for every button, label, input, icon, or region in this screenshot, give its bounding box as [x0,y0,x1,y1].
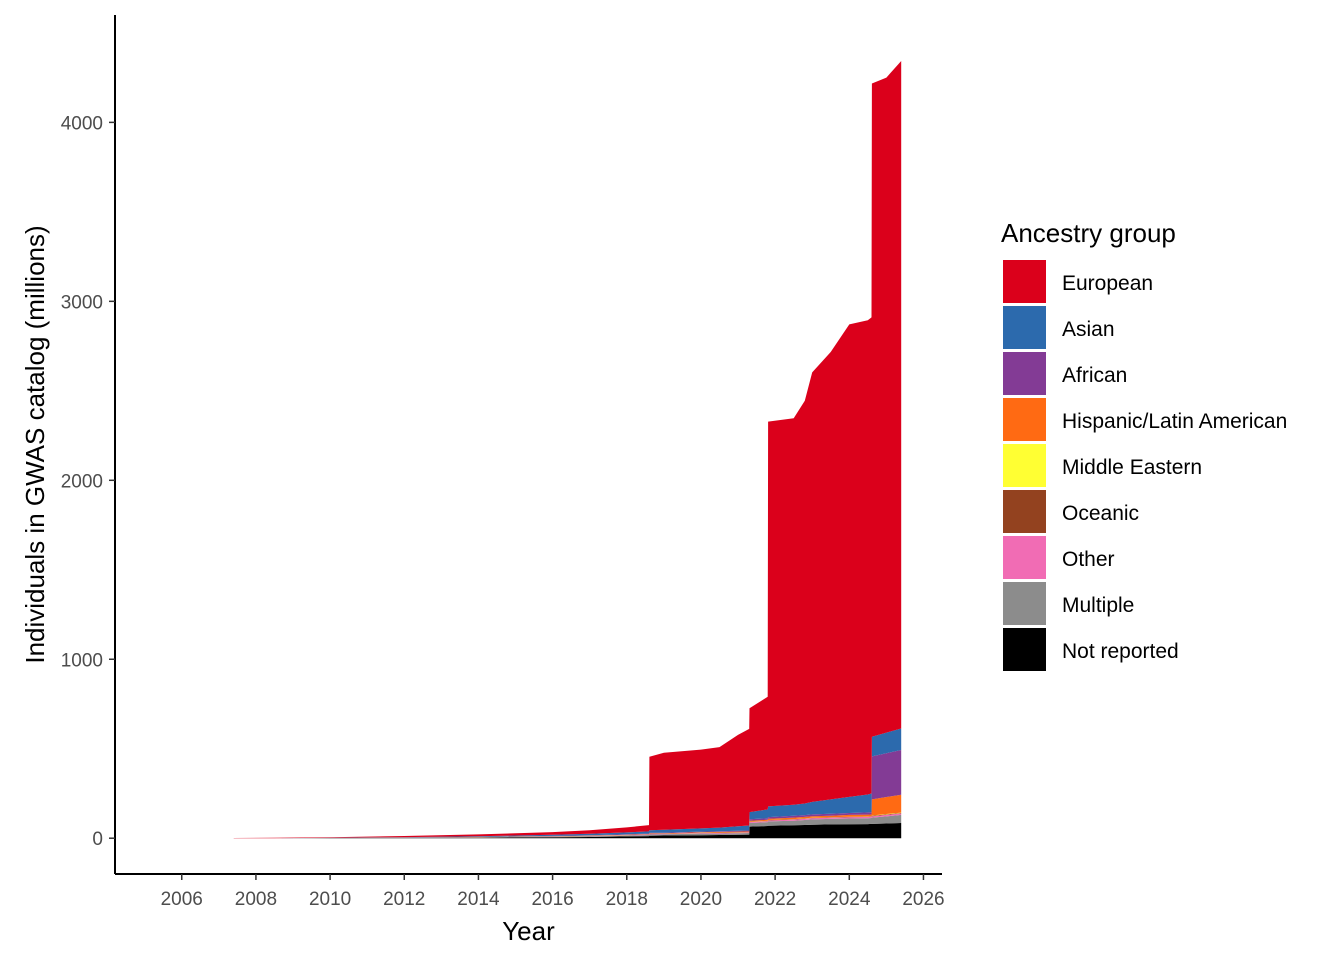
x-tick-label: 2006 [161,889,203,910]
y-tick-label: 0 [92,829,103,850]
x-tick-label: 2026 [902,889,944,910]
y-tick-label: 4000 [61,113,103,134]
legend-swatch-hispanic-latin-american [1003,398,1046,441]
legend-label-multiple: Multiple [1062,594,1134,617]
legend-label-hispanic-latin-american: Hispanic/Latin American [1062,410,1287,433]
x-tick-label: 2008 [235,889,277,910]
x-axis-title: Year [502,916,555,946]
legend-swatch-african [1003,352,1046,395]
area-not-reported [233,823,902,839]
legend-label-african: African [1062,364,1127,387]
y-tick-label: 1000 [61,650,103,671]
y-axis-title: Individuals in GWAS catalog (millions) [20,225,50,663]
area-layers [233,61,902,839]
y-axis-ticks: 0 1000 2000 3000 4000 [61,113,115,850]
legend: Ancestry group European Asian African Hispa… [1001,218,1287,671]
x-tick-label: 2018 [606,889,648,910]
y-tick-label: 3000 [61,292,103,313]
legend-label-oceanic: Oceanic [1062,502,1139,525]
legend-swatch-oceanic [1003,490,1046,533]
x-tick-label: 2010 [309,889,351,910]
legend-label-other: Other [1062,548,1115,571]
legend-items: European Asian African Hispanic/Latin Ameri… [1003,260,1287,671]
axes [114,15,942,875]
area-european [233,61,902,839]
legend-swatch-other [1003,536,1046,579]
legend-label-asian: Asian [1062,318,1115,341]
x-tick-label: 2012 [383,889,425,910]
legend-title: Ancestry group [1001,218,1176,248]
legend-swatch-multiple [1003,582,1046,625]
legend-label-middle-eastern: Middle Eastern [1062,456,1202,479]
legend-swatch-middle-eastern [1003,444,1046,487]
x-tick-label: 2014 [457,889,500,910]
legend-swatch-not-reported [1003,628,1046,671]
x-tick-label: 2020 [680,889,722,910]
y-tick-label: 2000 [61,471,103,492]
legend-label-european: European [1062,272,1153,295]
legend-label-not-reported: Not reported [1062,640,1179,663]
x-tick-label: 2016 [531,889,573,910]
x-tick-label: 2022 [754,889,796,910]
legend-swatch-european [1003,260,1046,303]
x-tick-label: 2024 [828,889,871,910]
legend-swatch-asian [1003,306,1046,349]
x-axis-ticks: 2006 2008 2010 2012 2014 2016 2018 2020 2022 2024… [161,874,945,910]
